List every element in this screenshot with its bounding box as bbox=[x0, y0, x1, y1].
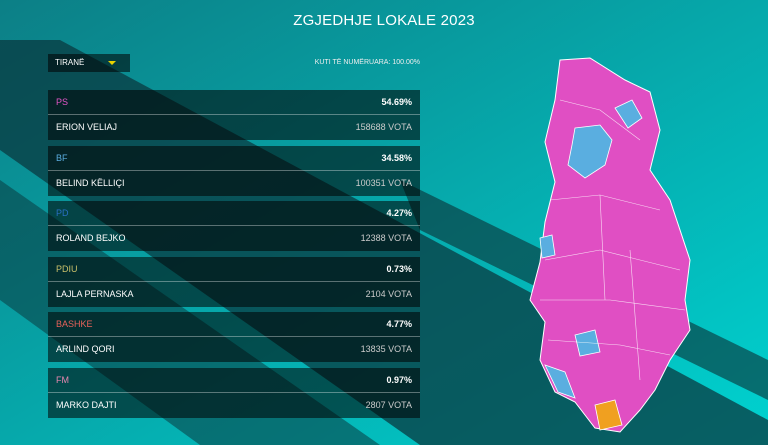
party-name: BASHKE bbox=[56, 319, 93, 329]
party-percent: 4.27% bbox=[386, 208, 412, 218]
party-row: PD 4.27% bbox=[48, 201, 420, 226]
map-region bbox=[594, 399, 623, 431]
candidate-name: ARLIND QORI bbox=[56, 344, 115, 354]
vote-count: 2104 bbox=[365, 288, 386, 299]
vote-count: 13835 bbox=[360, 344, 386, 354]
vote-unit: VOTA bbox=[388, 233, 412, 243]
vote-unit: VOTA bbox=[388, 177, 412, 188]
party-name: PDIU bbox=[56, 263, 78, 274]
votes: 2104 VOTA bbox=[366, 282, 412, 306]
candidate-row: LAJLA PERNASKA 2104 VOTA bbox=[48, 282, 420, 306]
result-block[interactable]: FM 0.97% MARKO DAJTI 2807 VOTA bbox=[48, 367, 420, 418]
vote-count: 100351 bbox=[355, 177, 386, 188]
vote-count: 2807 bbox=[365, 399, 386, 410]
candidate-row: ROLAND BEJKO 12388 VOTA bbox=[48, 226, 420, 250]
candidate-name: BELIND KËLLIÇI bbox=[56, 177, 125, 188]
candidate-row: BELIND KËLLIÇI 100351 VOTA bbox=[48, 171, 420, 195]
party-row: FM 0.97% bbox=[48, 368, 420, 393]
map-country bbox=[529, 57, 691, 433]
map-region bbox=[567, 124, 613, 179]
counted-boxes: KUTI TË NUMËRUARA: 100.00% bbox=[314, 59, 420, 66]
party-name: PS bbox=[56, 97, 69, 107]
map-region bbox=[539, 234, 556, 259]
candidate-row: MARKO DAJTI 2807 VOTA bbox=[48, 393, 420, 417]
party-row: PS 54.69% bbox=[48, 90, 420, 115]
vote-unit: VOTA bbox=[388, 288, 412, 299]
municipality-dropdown[interactable]: TIRANË bbox=[48, 54, 130, 72]
candidate-name: ERION VELIAJ bbox=[56, 122, 118, 132]
votes: 12388 VOTA bbox=[361, 226, 412, 250]
result-block[interactable]: PDIU 0.73% LAJLA PERNASKA 2104 VOTA bbox=[48, 256, 420, 307]
map-region bbox=[614, 99, 643, 129]
party-name: BF bbox=[56, 152, 68, 163]
result-block[interactable]: PS 54.69% ERION VELIAJ 158688 VOTA bbox=[48, 90, 420, 140]
votes: 100351 VOTA bbox=[356, 171, 412, 195]
party-row: BF 34.58% bbox=[48, 146, 420, 171]
party-percent: 4.77% bbox=[386, 319, 412, 329]
candidate-name: LAJLA PERNASKA bbox=[56, 288, 134, 299]
party-name: FM bbox=[56, 374, 69, 385]
vote-unit: VOTA bbox=[388, 399, 412, 410]
party-percent: 0.73% bbox=[386, 263, 412, 274]
party-name: PD bbox=[56, 208, 69, 218]
votes: 2807 VOTA bbox=[366, 393, 412, 417]
votes: 13835 VOTA bbox=[361, 337, 412, 361]
party-row: BASHKE 4.77% bbox=[48, 312, 420, 337]
map-borders bbox=[540, 99, 686, 381]
vote-unit: VOTA bbox=[388, 344, 412, 354]
party-row: PDIU 0.73% bbox=[48, 257, 420, 282]
candidate-row: ARLIND QORI 13835 VOTA bbox=[48, 337, 420, 361]
candidate-row: ERION VELIAJ 158688 VOTA bbox=[48, 115, 420, 139]
candidate-name: ROLAND BEJKO bbox=[56, 233, 126, 243]
vote-count: 158688 bbox=[355, 122, 386, 132]
title: ZGJEDHJE LOKALE 2023 bbox=[293, 12, 475, 29]
vote-unit: VOTA bbox=[388, 122, 412, 132]
map-region bbox=[544, 364, 576, 399]
dropdown-value: TIRANË bbox=[55, 58, 85, 67]
party-percent: 34.58% bbox=[381, 152, 412, 163]
result-block[interactable]: BASHKE 4.77% ARLIND QORI 13835 VOTA bbox=[48, 312, 420, 362]
vote-count: 12388 bbox=[360, 233, 386, 243]
party-percent: 0.97% bbox=[386, 374, 412, 385]
result-block[interactable]: BF 34.58% BELIND KËLLIÇI 100351 VOTA bbox=[48, 145, 420, 196]
candidate-name: MARKO DAJTI bbox=[56, 399, 117, 410]
votes: 158688 VOTA bbox=[356, 115, 412, 139]
result-block[interactable]: PD 4.27% ROLAND BEJKO 12388 VOTA bbox=[48, 201, 420, 251]
party-percent: 54.69% bbox=[381, 97, 412, 107]
